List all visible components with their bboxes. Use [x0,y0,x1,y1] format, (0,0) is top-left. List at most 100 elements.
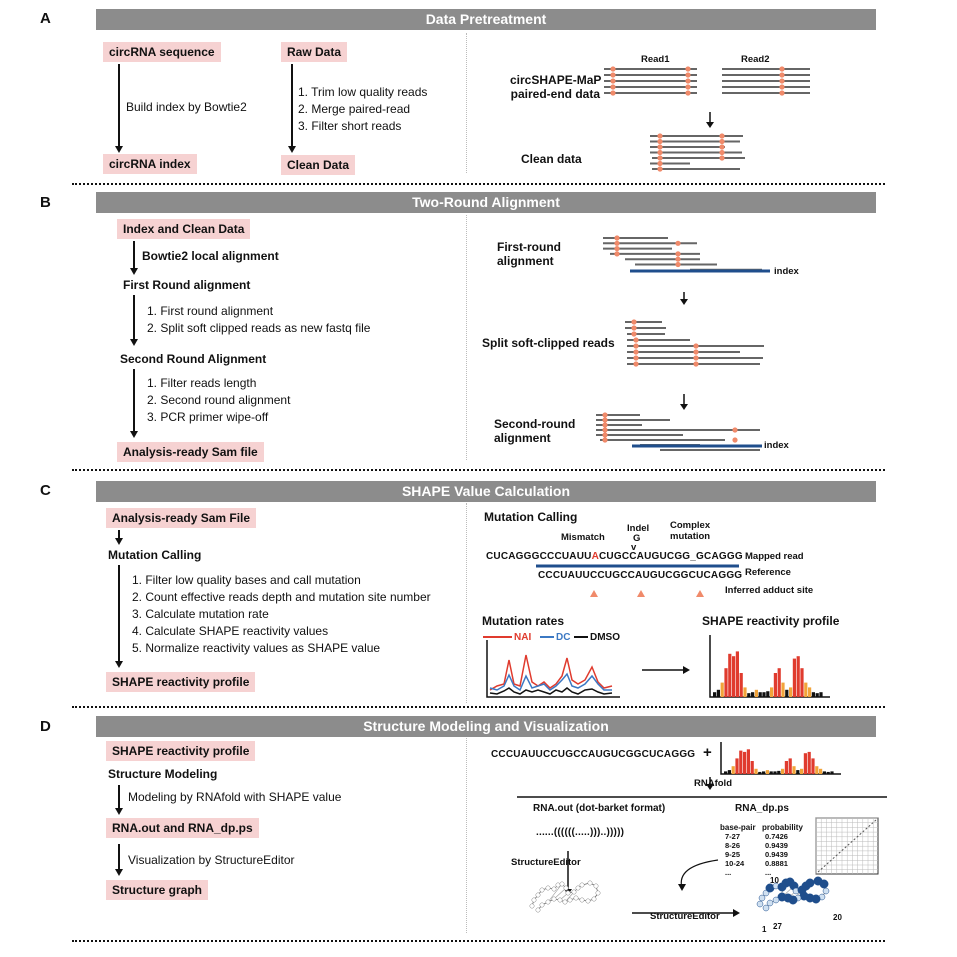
reactivity-bar [785,689,789,697]
bp-row: 7-27 0.7426 [725,832,788,841]
section-separator [72,940,885,942]
reactivity-bar [770,687,774,697]
chart-axes [486,640,620,698]
structure-nucleotide [535,907,541,913]
panel-a-title: Data Pretreatment [96,9,876,30]
structure-nucleotide [551,886,557,892]
mutation-dot [779,84,785,90]
mapped-read-sequence: CUCAGGGCCCUAUUACUGCCAUGUCGG_GCAGGG [486,551,743,562]
mutation-dot [732,437,738,443]
mutation-dot [610,84,616,90]
reference-label: Reference [745,567,791,578]
mutation-dot [685,84,691,90]
structure-nucleotide [565,890,571,896]
legend-nai: NAI [514,632,532,643]
mutation-dot [675,240,681,246]
indel-g-label: G [633,533,641,544]
structure-nucleotide [539,902,545,908]
indel-label: Indel [627,523,650,534]
structure-nucleotide [559,881,565,887]
reactivity-bar [830,771,834,774]
shape-steps: 1. Filter low quality bases and call mut… [132,572,431,657]
mutation-dot [675,256,681,262]
pretreatment-steps: 1. Trim low quality reads 2. Merge paire… [298,84,427,135]
arrow-head [706,784,714,790]
mutation-dot [657,149,663,156]
paired-end-label-2: paired-end data [510,87,600,101]
arrow-head [288,146,296,153]
raw-data-box: Raw Data [281,42,348,62]
structure-nucleotide [777,892,787,902]
mutation-dot [657,133,663,139]
reactivity-bar [822,771,826,774]
reactivity-bar [808,687,812,697]
arrow-line [118,565,120,663]
reactivity-bar [773,771,777,774]
curved-arrow [680,859,719,889]
step-item: 1. Filter low quality bases and call mut… [132,573,361,587]
reactivity-bar [777,668,781,697]
structure-nucleotide [766,899,774,907]
mutation-dot [719,144,725,150]
reactivity-bar [731,766,735,774]
structure-nucleotide [595,890,601,896]
reactivity-bar [781,682,785,697]
mutation-dot [779,78,785,84]
base-pair-line [547,883,563,903]
dmso-line [489,687,613,695]
mutation-dot [610,66,616,72]
index-label: index [764,440,789,451]
first-round-right-label-1: First-round [497,240,561,254]
adduct-triangle [590,590,598,597]
reactivity-bar [720,682,724,697]
read1-label: Read1 [641,54,670,65]
structure-number-10: 10 [770,876,779,885]
reactivity-bar [792,658,796,697]
structure-nucleotide [562,899,568,905]
reactivity-bar [754,768,758,774]
structure-nucleotide [579,897,585,903]
arrow-line [118,844,120,871]
mutation-dot [614,246,620,252]
mutation-dot [779,72,785,78]
reactivity-bar [803,753,807,774]
step-item: 2. Merge paired-read [298,102,411,116]
column-divider [466,738,467,933]
shape-profile-title: SHAPE reactivity profile [702,614,840,628]
mutation-dot [693,355,699,361]
clean-data-box: Clean Data [281,155,356,175]
base-pair-line [553,887,567,900]
mapped-read-label: Mapped read [745,551,804,562]
reactivity-bar [758,692,762,697]
mutation-dot [719,133,725,139]
arrow-head [130,268,138,275]
bp-cell: 7-27 [725,832,741,841]
step-item: 4. Calculate SHAPE reactivity values [132,624,329,638]
mutation-dot [633,343,639,349]
panel-letter-d: D [40,718,51,735]
reactivity-bar [758,771,762,774]
arrow-head [115,538,123,545]
reactivity-bar [732,656,736,697]
mutation-dot [693,343,699,349]
structure-nucleotide [593,883,599,889]
mutation-dot [693,349,699,355]
mutation-dot [633,355,639,361]
reactivity-bar [788,758,792,774]
bp-row: ...... [725,868,788,877]
reactivity-bar [804,682,808,697]
step-item: 1. First round alignment [147,304,274,318]
structure-nucleotide [529,903,535,909]
inferred-adduct-label: Inferred adduct site [725,585,814,596]
structure-nucleotide [819,879,829,889]
dc-line [489,672,612,692]
adduct-triangle [637,590,645,597]
bp-cell: ... [725,868,732,877]
structure-nucleotide [575,885,581,891]
mismatch-label: Mismatch [561,532,605,543]
reactivity-bar [739,673,743,697]
legend-dc: DC [556,632,571,643]
reactivity-bar [811,758,815,774]
mutation-dot [602,437,608,443]
build-index-label: Build index by Bowtie2 [126,100,247,114]
